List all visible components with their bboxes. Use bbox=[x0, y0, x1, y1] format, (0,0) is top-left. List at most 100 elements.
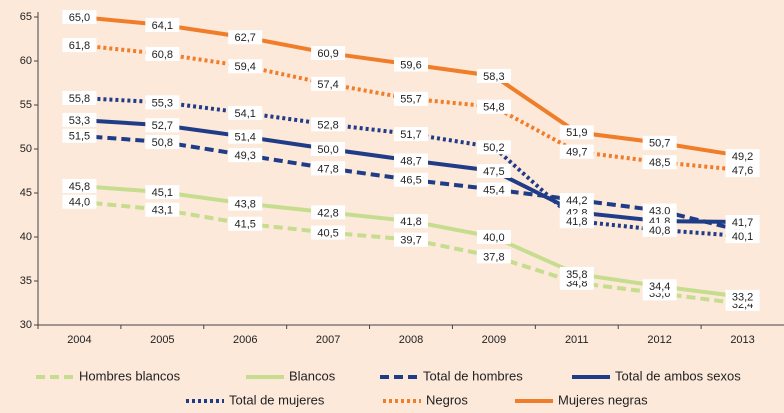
data-label: 59,6 bbox=[400, 59, 421, 71]
data-label-bg bbox=[394, 214, 428, 229]
data-label-bg bbox=[642, 135, 677, 150]
data-label: 41,8 bbox=[400, 216, 421, 228]
data-label-bg bbox=[476, 140, 511, 155]
x-tick-label: 2005 bbox=[150, 334, 174, 346]
y-tick-label: 30 bbox=[20, 319, 32, 331]
data-label: 53,3 bbox=[69, 115, 90, 127]
data-label-bg bbox=[62, 128, 97, 143]
data-label-bg bbox=[642, 155, 677, 170]
data-label-bg bbox=[311, 161, 346, 176]
data-label-bg bbox=[311, 117, 346, 132]
data-label: 50,0 bbox=[317, 144, 338, 156]
x-tick-label: 2007 bbox=[316, 334, 340, 346]
data-label-bg bbox=[311, 142, 346, 156]
y-tick-label: 55 bbox=[20, 99, 32, 111]
data-label-bg bbox=[725, 163, 760, 178]
data-label-bg bbox=[725, 149, 760, 164]
y-tick-label: 60 bbox=[20, 55, 32, 67]
data-label-bg bbox=[311, 46, 346, 61]
data-label: 55,7 bbox=[400, 94, 421, 106]
legend-label: Total de hombres bbox=[423, 368, 523, 383]
data-label: 65,0 bbox=[69, 12, 90, 24]
data-label-bg bbox=[145, 185, 180, 200]
x-tick-label: 2004 bbox=[67, 334, 91, 346]
legend-label: Blancos bbox=[289, 368, 336, 383]
y-tick-label: 45 bbox=[20, 187, 32, 199]
data-label-bg bbox=[559, 193, 594, 208]
x-tick-label: 2011 bbox=[565, 334, 589, 346]
data-label-bg bbox=[145, 202, 180, 217]
data-label-bg bbox=[228, 196, 263, 211]
data-label-bg bbox=[228, 148, 263, 163]
data-label-bg bbox=[228, 216, 263, 231]
data-label: 37,8 bbox=[483, 251, 504, 263]
data-label: 64,1 bbox=[152, 20, 173, 32]
data-label: 60,9 bbox=[317, 48, 338, 60]
data-label-bg bbox=[559, 125, 594, 140]
data-label-bg bbox=[725, 215, 760, 230]
data-label: 51,4 bbox=[235, 132, 256, 144]
y-tick-label: 50 bbox=[20, 143, 32, 155]
series-line bbox=[79, 199, 743, 306]
data-label-bg bbox=[476, 230, 511, 244]
x-tick-label: 2013 bbox=[730, 334, 754, 346]
data-label: 44,2 bbox=[566, 195, 587, 207]
x-tick-label: 2012 bbox=[647, 334, 671, 346]
data-label-bg bbox=[62, 90, 97, 105]
data-label: 47,8 bbox=[317, 163, 338, 175]
data-label: 61,8 bbox=[69, 40, 90, 52]
data-label-bg bbox=[145, 46, 180, 61]
data-label-bg bbox=[476, 249, 511, 264]
data-label: 49,3 bbox=[235, 150, 256, 162]
data-label: 43,8 bbox=[235, 198, 256, 210]
data-label: 47,5 bbox=[483, 166, 504, 178]
data-label: 41,8 bbox=[566, 216, 587, 228]
data-label-bg bbox=[394, 91, 428, 106]
data-label: 49,7 bbox=[566, 147, 587, 159]
data-label-bg bbox=[725, 289, 760, 304]
legend-label: Mujeres negras bbox=[558, 392, 648, 407]
legend-label: Total de ambos sexos bbox=[615, 368, 741, 383]
data-label-bg bbox=[642, 279, 677, 294]
data-label-bg bbox=[394, 57, 428, 72]
x-tick-label: 2006 bbox=[233, 334, 257, 346]
x-tick-label: 2008 bbox=[399, 334, 423, 346]
data-label: 50,2 bbox=[483, 142, 504, 154]
data-label: 51,7 bbox=[400, 129, 421, 141]
data-label: 60,8 bbox=[152, 49, 173, 61]
y-tick-label: 65 bbox=[20, 11, 32, 23]
data-label: 35,8 bbox=[566, 269, 587, 281]
data-label-bg bbox=[62, 178, 97, 193]
data-label: 47,6 bbox=[732, 165, 753, 177]
data-label-bg bbox=[311, 205, 346, 220]
data-label: 58,3 bbox=[483, 71, 504, 83]
data-label: 51,5 bbox=[69, 131, 90, 143]
data-label-bg bbox=[559, 214, 594, 229]
data-label: 46,5 bbox=[400, 175, 421, 187]
data-label-bg bbox=[228, 59, 263, 74]
data-label: 33,2 bbox=[732, 292, 753, 304]
legend-label: Hombres blancos bbox=[79, 368, 181, 383]
data-label: 40,8 bbox=[649, 225, 670, 237]
data-label-bg bbox=[394, 232, 428, 247]
data-label: 54,8 bbox=[483, 102, 504, 114]
data-label-bg bbox=[476, 68, 511, 83]
data-label-bg bbox=[311, 225, 346, 240]
data-label-bg bbox=[62, 38, 97, 53]
y-tick-label: 40 bbox=[20, 231, 32, 243]
y-tick-label: 35 bbox=[20, 275, 32, 287]
data-label: 57,4 bbox=[317, 79, 338, 91]
data-label: 55,8 bbox=[69, 93, 90, 105]
data-label: 45,1 bbox=[152, 187, 173, 199]
data-label: 40,1 bbox=[732, 231, 753, 243]
data-label: 34,4 bbox=[649, 281, 670, 293]
data-label: 45,4 bbox=[483, 184, 504, 196]
data-label: 54,1 bbox=[235, 108, 256, 120]
series-line bbox=[79, 95, 743, 239]
data-label-bg bbox=[145, 134, 180, 149]
data-label-bg bbox=[394, 153, 428, 168]
legend-label: Negros bbox=[426, 392, 468, 407]
data-label-bg bbox=[642, 222, 677, 237]
data-label: 42,8 bbox=[317, 207, 338, 219]
